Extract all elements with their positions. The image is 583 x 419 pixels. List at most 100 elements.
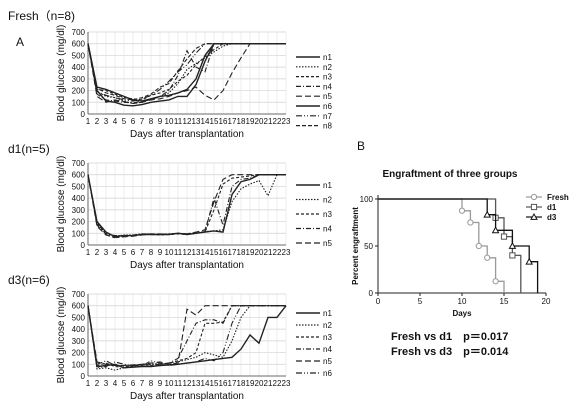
panel-1-legend-label-n7: n7	[323, 112, 332, 121]
panel-3-y-tick-label: 600	[72, 302, 86, 311]
panel-b-series-d1	[378, 198, 522, 293]
panel-2-x-tick-label: 6	[131, 248, 136, 257]
panel-2-y-tick-label: 500	[72, 182, 86, 191]
panel-b-point-d3	[525, 257, 534, 265]
panel-1-y-tick-label: 700	[72, 28, 86, 37]
panel-1-title: Fresh（n=8)	[8, 9, 75, 23]
panel-2-x-tick-label: 19	[246, 248, 255, 257]
panel-2-legend-label-n4: n4	[323, 225, 332, 234]
panel-2-series-n3	[87, 174, 286, 239]
panel-1-y-tick-label: 100	[72, 98, 86, 107]
panel-3-x-tick-label: 20	[255, 379, 264, 388]
panel-b-x-tick-label: 0	[376, 297, 381, 306]
panel-1-x-tick-label: 5	[122, 117, 127, 126]
panel-b-legend-marker-d3	[530, 212, 538, 220]
panel-1-legend-label-n2: n2	[323, 63, 332, 72]
panel-2-x-tick-label: 22	[273, 248, 282, 257]
panel-1-x-tick-label: 18	[237, 117, 246, 126]
panel-b-point-d3	[508, 241, 517, 249]
panel-1-y-axis-label: Blood glucose (mg/dl)	[56, 25, 67, 122]
panel-1-series-n7	[87, 43, 286, 102]
panel-b-annotation: Fresh vs d1 p＝0.017	[391, 331, 508, 343]
panel-3-x-tick-label: 22	[273, 379, 282, 388]
panel-2-x-tick-label: 4	[113, 248, 118, 257]
panel-b-x-tick-label: 20	[542, 297, 551, 306]
panel-3-x-tick-label: 14	[201, 379, 210, 388]
panel-2-y-tick-label: 0	[81, 241, 86, 250]
panel-1-x-tick-label: 11	[174, 117, 183, 126]
panel-2-x-tick-label: 13	[192, 248, 201, 257]
panel-2-x-tick-label: 9	[158, 248, 163, 257]
panel-2-x-tick-label: 3	[104, 248, 109, 257]
panel-3-y-tick-label: 200	[72, 349, 86, 358]
panel-3-x-tick-label: 8	[149, 379, 154, 388]
panel-1-x-tick-label: 19	[246, 117, 255, 126]
panel-1-y-tick-label: 300	[72, 75, 86, 84]
panel-b-legend-label-d1: d1	[547, 203, 557, 212]
panel-3-y-tick-label: 700	[72, 290, 86, 299]
panel-2-x-tick-label: 20	[255, 248, 264, 257]
panel-1-x-tick-label: 1	[86, 117, 91, 126]
panel-3-x-tick-label: 18	[237, 379, 246, 388]
panel-b-legend-label-Fresh: Fresh	[547, 193, 569, 202]
panel-1-y-tick-label: 400	[72, 63, 86, 72]
panel-b-label: B	[357, 139, 365, 153]
panel-3-x-tick-label: 13	[192, 379, 201, 388]
panel-b-point-Fresh	[467, 219, 474, 226]
panel-1-x-tick-label: 10	[165, 117, 174, 126]
panel-b-point-Fresh	[458, 207, 466, 214]
panel-2-x-tick-label: 10	[165, 248, 174, 257]
panel-2-title: d1(n=5)	[8, 142, 50, 156]
panel-1-series-n4	[87, 43, 286, 104]
panel-3-x-tick-label: 15	[210, 379, 219, 388]
panel-2-x-tick-label: 23	[282, 248, 291, 257]
panel-1-x-tick-label: 7	[140, 117, 145, 126]
panel-b-point-d3	[483, 210, 492, 218]
panel-3-y-tick-label: 500	[72, 313, 86, 322]
panel-1-x-tick-label: 23	[282, 117, 291, 126]
panel-b-y-axis-label: Percent engraftment	[351, 207, 360, 285]
panel-3-legend-label-n2: n2	[323, 321, 332, 330]
panel-1-y-tick-label: 200	[72, 87, 86, 96]
panel-1-x-tick-label: 15	[210, 117, 219, 126]
panel-b-point-Fresh	[475, 242, 482, 250]
panel-2-legend-label-n2: n2	[323, 196, 332, 205]
panel-1-legend-label-n3: n3	[323, 73, 332, 82]
panel-2-legend-label-n1: n1	[323, 181, 332, 190]
panel-3-x-tick-label: 17	[228, 379, 237, 388]
panel-2-x-tick-label: 7	[140, 248, 145, 257]
panel-2-x-tick-label: 15	[210, 248, 219, 257]
panel-b-point-d1	[509, 252, 516, 259]
panel-2-x-tick-label: 14	[201, 248, 210, 257]
panel-b-y-tick-label: 0	[369, 289, 374, 298]
panel-3-legend-label-n3: n3	[323, 333, 332, 342]
panel-b-x-axis-label: Days	[452, 309, 472, 318]
panel-2-y-tick-label: 100	[72, 229, 86, 238]
panel-3-x-tick-label: 21	[264, 379, 273, 388]
panel-1-x-tick-label: 3	[104, 117, 109, 126]
panel-b-y-tick-label: 100	[360, 195, 374, 204]
panel-1-x-tick-label: 14	[201, 117, 210, 126]
panel-1-x-tick-label: 12	[183, 117, 192, 126]
panel-2-x-tick-label: 5	[122, 248, 127, 257]
panel-b-point-Fresh	[484, 254, 491, 261]
panel-b-y-tick-label: 50	[364, 242, 373, 251]
panel-3-x-tick-label: 16	[219, 379, 228, 388]
panel-b-point-d3	[491, 226, 500, 234]
panel-3-x-tick-label: 10	[165, 379, 174, 388]
panel-3-x-tick-label: 3	[104, 379, 109, 388]
panel-3-legend-label-n6: n6	[323, 369, 332, 378]
panel-b-legend-marker-d1	[530, 203, 538, 211]
panel-a-label: A	[16, 35, 24, 49]
panel-1-x-tick-label: 21	[264, 117, 273, 126]
panel-b-legend-label-d3: d3	[547, 213, 557, 222]
panel-2-x-tick-label: 11	[174, 248, 183, 257]
panel-3-legend-label-n4: n4	[323, 345, 332, 354]
panel-1-x-tick-label: 2	[95, 117, 100, 126]
panel-1-legend-label-n6: n6	[323, 102, 332, 111]
panel-2-x-tick-label: 16	[219, 248, 228, 257]
panel-1-x-tick-label: 8	[149, 117, 154, 126]
panel-3-x-tick-label: 9	[158, 379, 163, 388]
panel-1-series-n5	[87, 43, 286, 105]
panel-1-y-tick-label: 600	[72, 40, 86, 49]
